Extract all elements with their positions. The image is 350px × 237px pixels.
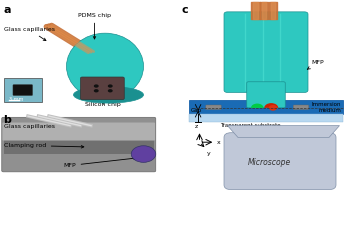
Text: c: c [182, 5, 189, 15]
Text: Clamping rod: Clamping rod [4, 143, 84, 148]
FancyBboxPatch shape [2, 123, 155, 141]
Polygon shape [228, 126, 340, 137]
Text: b: b [4, 115, 11, 125]
Text: Microscope: Microscope [248, 158, 291, 167]
Text: PDMS chip: PDMS chip [78, 13, 111, 39]
FancyBboxPatch shape [80, 77, 124, 100]
Text: x: x [217, 140, 221, 145]
Circle shape [108, 84, 113, 88]
FancyBboxPatch shape [189, 100, 343, 114]
Text: Transparent substrate: Transparent substrate [220, 123, 281, 128]
FancyBboxPatch shape [189, 114, 343, 122]
Text: MFP: MFP [307, 60, 324, 69]
Text: Gap: Gap [191, 108, 202, 113]
Text: z: z [194, 124, 198, 129]
Circle shape [94, 84, 99, 88]
Text: Immersion
medium: Immersion medium [312, 102, 341, 113]
Text: Glass capillaries: Glass capillaries [4, 27, 55, 41]
Text: Silicon chip: Silicon chip [85, 102, 121, 107]
Text: 3 mm: 3 mm [9, 97, 23, 102]
Circle shape [269, 105, 277, 111]
FancyBboxPatch shape [247, 82, 285, 108]
Circle shape [94, 89, 99, 92]
Ellipse shape [74, 87, 144, 103]
FancyBboxPatch shape [4, 140, 154, 154]
Ellipse shape [66, 33, 144, 100]
Wedge shape [251, 104, 264, 108]
Text: Glass capillaries: Glass capillaries [4, 119, 55, 129]
Text: MFP: MFP [63, 157, 136, 168]
FancyBboxPatch shape [2, 117, 156, 172]
Circle shape [108, 89, 113, 92]
FancyBboxPatch shape [224, 133, 336, 190]
Circle shape [131, 146, 156, 162]
FancyBboxPatch shape [293, 105, 309, 109]
FancyBboxPatch shape [13, 85, 33, 96]
FancyBboxPatch shape [4, 78, 42, 102]
Text: y: y [207, 151, 211, 156]
FancyBboxPatch shape [224, 12, 308, 92]
Wedge shape [264, 103, 278, 108]
FancyBboxPatch shape [206, 105, 221, 109]
Text: a: a [4, 5, 11, 15]
